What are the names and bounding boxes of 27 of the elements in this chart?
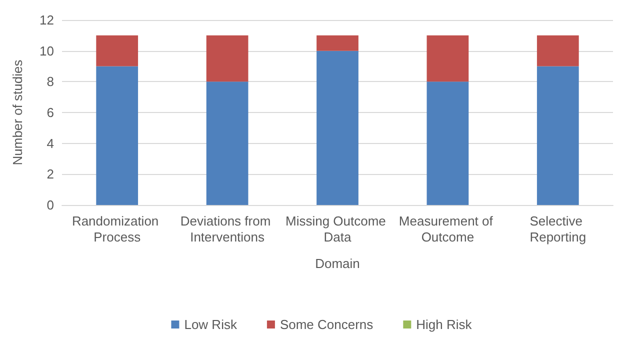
- bar: [426, 82, 469, 205]
- y-tick-label: 2: [46, 166, 54, 182]
- bar: [426, 35, 469, 82]
- legend-label: High Risk: [416, 317, 472, 332]
- legend-label: Some Concerns: [280, 317, 374, 332]
- x-tick-label: Missing Outcome Data: [285, 214, 390, 244]
- legend-label: Low Risk: [184, 317, 238, 332]
- x-tick-label: Deviations from Interventions: [180, 214, 274, 244]
- bar: [96, 35, 138, 66]
- bar: [96, 66, 138, 205]
- bar: [316, 35, 358, 51]
- y-axis-title: Number of studies: [10, 59, 25, 166]
- x-tick-label: Randomization Process: [72, 214, 162, 244]
- bar: [206, 35, 248, 82]
- y-tick-label: 8: [46, 74, 54, 90]
- x-tick-label: Selective Reporting: [530, 214, 586, 244]
- bar: [536, 35, 579, 66]
- y-tick-label: 4: [46, 136, 54, 151]
- y-tick-label: 10: [40, 43, 54, 58]
- bar: [536, 66, 579, 205]
- y-tick-label: 12: [40, 12, 54, 28]
- x-axis-title: Domain: [315, 256, 360, 271]
- y-tick-label: 0: [46, 198, 54, 212]
- y-tick-label: 6: [46, 105, 54, 120]
- bar: [206, 82, 248, 205]
- bar: [316, 50, 358, 205]
- x-tick-label: Measurement of Outcome: [398, 214, 496, 244]
